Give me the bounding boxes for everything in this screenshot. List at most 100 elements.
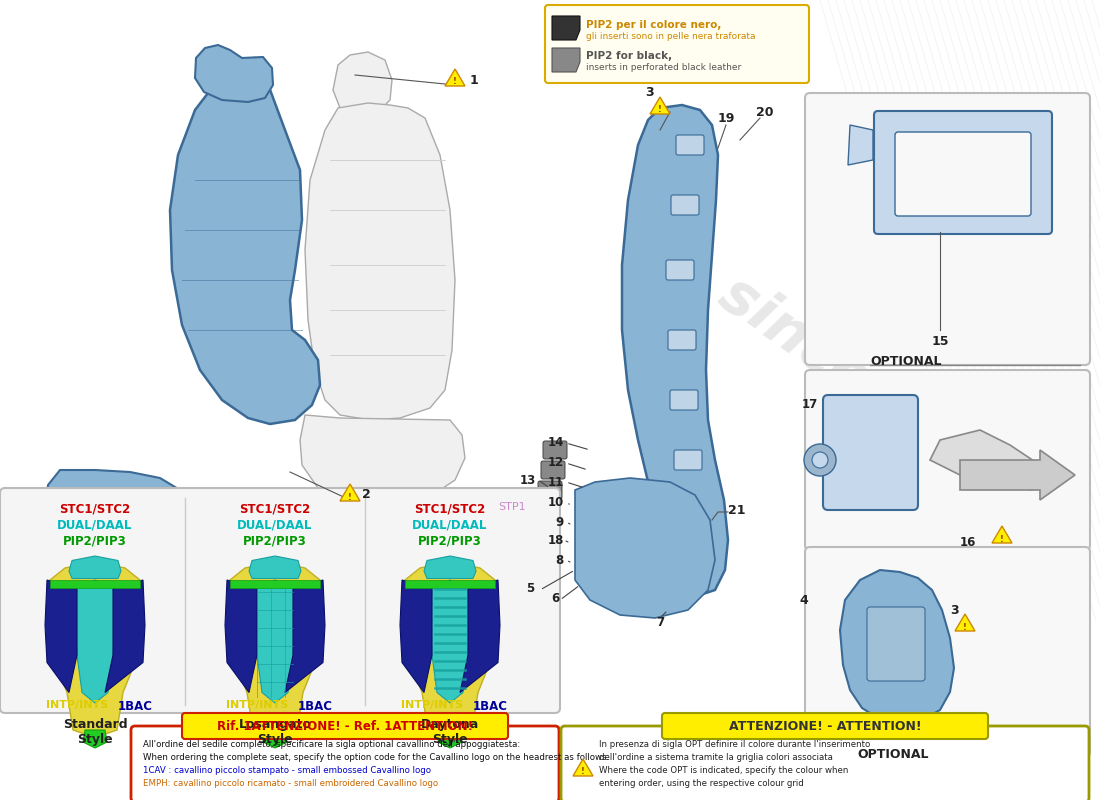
- Text: All'ordine del sedile completo, specificare la sigla optional cavallino dell'app: All'ordine del sedile completo, specific…: [143, 740, 520, 749]
- Text: OPTIONAL: OPTIONAL: [857, 748, 928, 761]
- FancyBboxPatch shape: [131, 726, 559, 800]
- FancyBboxPatch shape: [532, 551, 556, 569]
- FancyBboxPatch shape: [674, 450, 702, 470]
- Polygon shape: [438, 730, 462, 748]
- Polygon shape: [249, 556, 301, 578]
- Text: STP1: STP1: [498, 502, 526, 512]
- Polygon shape: [650, 97, 670, 114]
- Text: !: !: [348, 493, 352, 502]
- Text: 13: 13: [519, 474, 536, 486]
- Text: STC1/STC2: STC1/STC2: [59, 502, 131, 515]
- FancyBboxPatch shape: [0, 488, 560, 713]
- Polygon shape: [955, 614, 975, 631]
- Polygon shape: [446, 69, 465, 86]
- Text: inserts in perforated black leather: inserts in perforated black leather: [586, 63, 741, 72]
- Circle shape: [378, 504, 390, 516]
- Text: 1: 1: [470, 74, 478, 86]
- Text: gli inserti sono in pelle nera traforata: gli inserti sono in pelle nera traforata: [586, 32, 756, 41]
- Polygon shape: [226, 580, 257, 693]
- Text: ATTENZIONE! - ATTENTION!: ATTENZIONE! - ATTENTION!: [728, 719, 922, 733]
- Text: PIP2/PIP3: PIP2/PIP3: [63, 534, 126, 547]
- FancyBboxPatch shape: [662, 713, 988, 739]
- Text: 21: 21: [728, 503, 746, 517]
- FancyBboxPatch shape: [666, 260, 694, 280]
- Circle shape: [812, 452, 828, 468]
- Polygon shape: [992, 526, 1012, 543]
- Polygon shape: [575, 478, 715, 618]
- Polygon shape: [104, 580, 145, 693]
- Polygon shape: [230, 580, 320, 588]
- Text: 2: 2: [362, 489, 371, 502]
- Text: Rif. 1ATTENZIONE! - Ref. 1ATTENTION!: Rif. 1ATTENZIONE! - Ref. 1ATTENTION!: [217, 719, 473, 733]
- Polygon shape: [960, 450, 1075, 500]
- FancyBboxPatch shape: [182, 713, 508, 739]
- Polygon shape: [840, 570, 954, 722]
- Text: INTP/INTS: INTP/INTS: [46, 700, 108, 710]
- Polygon shape: [424, 556, 476, 578]
- Text: 10: 10: [548, 497, 564, 510]
- FancyBboxPatch shape: [867, 607, 925, 681]
- Text: !: !: [964, 622, 967, 631]
- FancyBboxPatch shape: [534, 516, 558, 534]
- Text: !: !: [658, 106, 662, 114]
- Circle shape: [324, 504, 336, 516]
- Circle shape: [342, 504, 354, 516]
- Text: DUAL/DAAL: DUAL/DAAL: [57, 518, 133, 531]
- Text: 1BAC: 1BAC: [473, 700, 507, 713]
- Text: 12: 12: [548, 457, 564, 470]
- FancyBboxPatch shape: [671, 195, 698, 215]
- Polygon shape: [263, 730, 287, 748]
- FancyBboxPatch shape: [538, 481, 562, 499]
- Text: 4: 4: [800, 594, 808, 606]
- Text: !: !: [453, 78, 456, 86]
- Text: 6: 6: [551, 591, 559, 605]
- Polygon shape: [82, 730, 107, 748]
- Text: 8: 8: [556, 554, 564, 566]
- Polygon shape: [333, 52, 392, 115]
- FancyBboxPatch shape: [541, 461, 565, 479]
- Text: dell'ordine a sistema tramite la griglia colori associata: dell'ordine a sistema tramite la griglia…: [600, 753, 833, 762]
- FancyBboxPatch shape: [544, 5, 808, 83]
- Text: Where the code OPT is indicated, specify the colour when: Where the code OPT is indicated, specify…: [600, 766, 848, 775]
- FancyBboxPatch shape: [805, 370, 1090, 550]
- Text: STC1/STC2: STC1/STC2: [415, 502, 485, 515]
- Text: When ordering the complete seat, specify the option code for the Cavallino logo : When ordering the complete seat, specify…: [143, 753, 609, 762]
- Polygon shape: [848, 125, 873, 165]
- Polygon shape: [400, 580, 432, 693]
- Text: 7: 7: [656, 617, 664, 630]
- Text: PIP2 per il colore nero,: PIP2 per il colore nero,: [586, 20, 722, 30]
- Polygon shape: [305, 103, 455, 420]
- Text: 11: 11: [548, 475, 564, 489]
- FancyBboxPatch shape: [676, 135, 704, 155]
- Polygon shape: [47, 562, 143, 738]
- Text: 16: 16: [960, 536, 976, 549]
- Text: PIP2/PIP3: PIP2/PIP3: [243, 534, 307, 547]
- Text: 5: 5: [526, 582, 535, 594]
- Text: EMPH: cavallino piccolo ricamato - small embroidered Cavallino logo: EMPH: cavallino piccolo ricamato - small…: [143, 779, 438, 788]
- Polygon shape: [552, 16, 580, 40]
- Text: 15: 15: [932, 335, 948, 348]
- FancyBboxPatch shape: [532, 533, 556, 551]
- Circle shape: [360, 504, 372, 516]
- Text: 3: 3: [646, 86, 654, 98]
- Text: DUAL/DAAL: DUAL/DAAL: [238, 518, 312, 531]
- Text: 3: 3: [950, 603, 958, 617]
- Text: DUAL/DAAL: DUAL/DAAL: [412, 518, 487, 531]
- Text: 18: 18: [548, 534, 564, 547]
- Text: 20: 20: [757, 106, 773, 118]
- Polygon shape: [45, 470, 200, 575]
- Text: STC1/STC2: STC1/STC2: [240, 502, 310, 515]
- FancyBboxPatch shape: [846, 718, 950, 736]
- FancyBboxPatch shape: [536, 499, 560, 517]
- Polygon shape: [930, 430, 1050, 490]
- Polygon shape: [621, 105, 728, 595]
- Polygon shape: [255, 580, 295, 703]
- FancyBboxPatch shape: [805, 93, 1090, 365]
- Text: Daytona
Style: Daytona Style: [421, 718, 480, 746]
- Text: 17: 17: [802, 398, 818, 411]
- FancyBboxPatch shape: [668, 330, 696, 350]
- FancyBboxPatch shape: [670, 390, 698, 410]
- Polygon shape: [573, 759, 593, 776]
- FancyBboxPatch shape: [543, 441, 566, 459]
- Text: Losangato
Style: Losangato Style: [239, 718, 311, 746]
